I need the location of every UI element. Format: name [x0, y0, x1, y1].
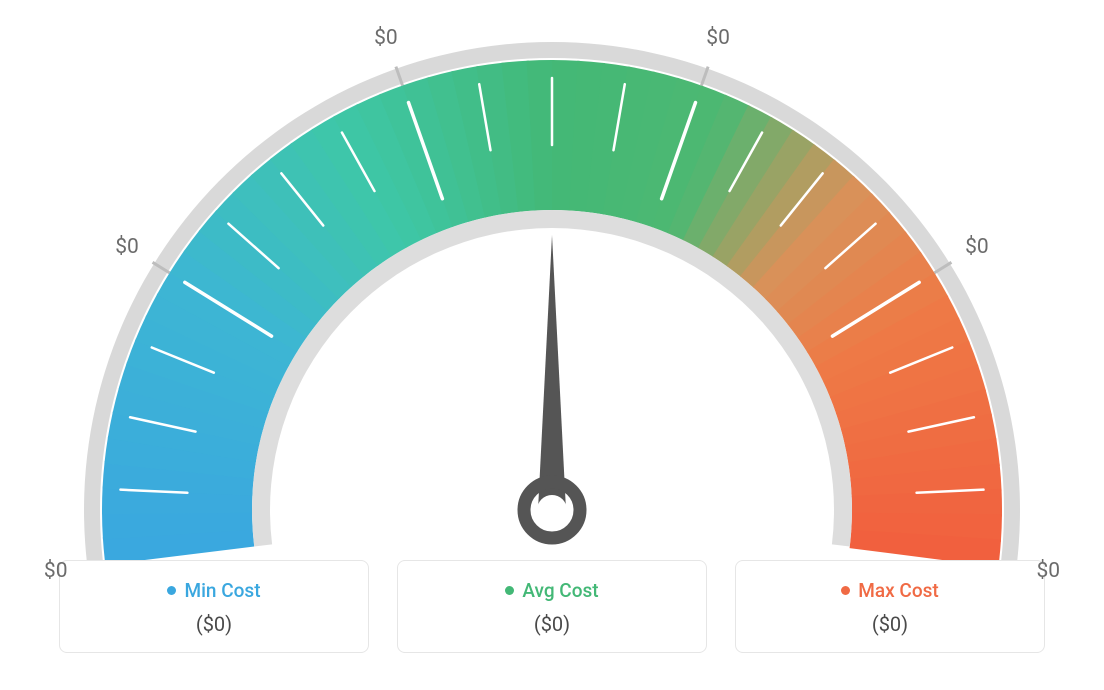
gauge-tick-label: $0: [374, 26, 398, 50]
legend-dot-max: [841, 586, 850, 595]
legend-value-min: ($0): [72, 612, 356, 636]
legend-value-avg: ($0): [410, 612, 694, 636]
gauge-tick-label: $0: [706, 26, 730, 50]
legend-value-max: ($0): [748, 612, 1032, 636]
legend-dot-min: [167, 586, 176, 595]
gauge-tick-label: $0: [965, 235, 989, 259]
gauge-tick-label: $0: [115, 235, 139, 259]
gauge-container: $0$0$0$0$0$0: [0, 0, 1104, 560]
legend-label-min: Min Cost: [184, 579, 260, 602]
legend-card-avg: Avg Cost ($0): [397, 560, 707, 653]
legend-title-max: Max Cost: [841, 579, 938, 602]
legend-row: Min Cost ($0) Avg Cost ($0) Max Cost ($0…: [0, 560, 1104, 653]
legend-card-min: Min Cost ($0): [59, 560, 369, 653]
legend-dot-avg: [505, 586, 514, 595]
legend-card-max: Max Cost ($0): [735, 560, 1045, 653]
gauge-tick-label: $0: [44, 559, 68, 583]
legend-title-min: Min Cost: [167, 579, 260, 602]
gauge-svg: [0, 0, 1104, 560]
legend-title-avg: Avg Cost: [505, 579, 598, 602]
gauge-tick-label: $0: [1036, 559, 1060, 583]
legend-label-avg: Avg Cost: [522, 579, 598, 602]
legend-label-max: Max Cost: [858, 579, 938, 602]
gauge-needle: [524, 235, 580, 538]
